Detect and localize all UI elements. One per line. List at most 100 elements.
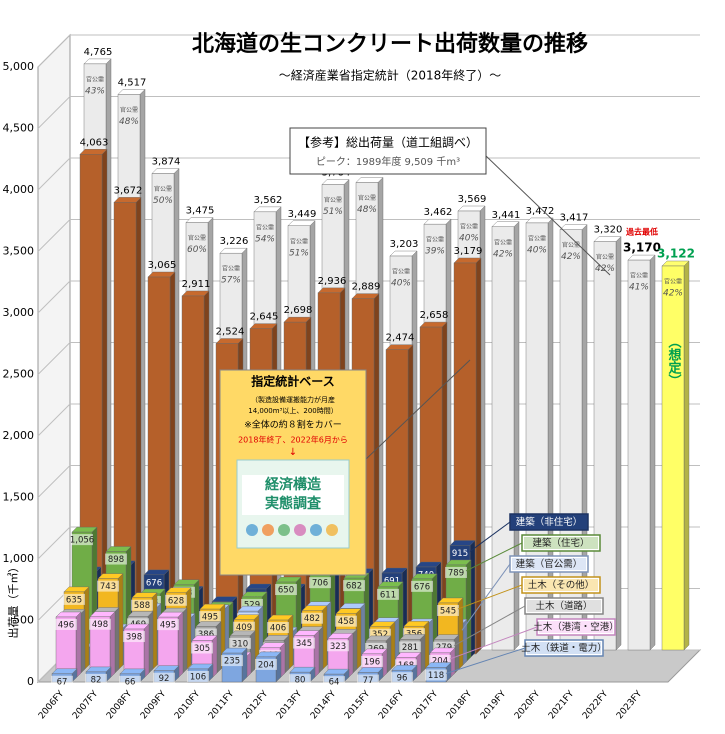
value-label-bg bbox=[361, 655, 383, 667]
bar-top bbox=[355, 177, 384, 183]
value-label-bg bbox=[403, 628, 425, 640]
value-label: 64 bbox=[329, 678, 340, 688]
value-label: 3,417 bbox=[560, 213, 589, 224]
arrow: ↓ bbox=[289, 447, 297, 458]
value-label-bg bbox=[377, 588, 399, 600]
legend-box bbox=[524, 597, 604, 615]
bar-top bbox=[317, 287, 346, 294]
value-label: 196 bbox=[364, 657, 380, 667]
y-tick-label: 1,500 bbox=[3, 491, 35, 504]
share-value: 42% bbox=[493, 249, 513, 259]
value-label-bg bbox=[323, 676, 345, 688]
bar bbox=[491, 221, 520, 651]
value-label: 3,441 bbox=[492, 210, 521, 221]
value-label-bg bbox=[433, 641, 455, 653]
bar-top bbox=[385, 344, 414, 350]
value-label-bg bbox=[411, 580, 433, 592]
share-value: 42% bbox=[663, 288, 683, 298]
value-label: 2,474 bbox=[386, 333, 415, 344]
y-axis-label: 出荷量（千㎥） bbox=[6, 562, 20, 639]
bar bbox=[113, 196, 142, 655]
value-label: 676 bbox=[414, 582, 430, 592]
value-label-bg bbox=[309, 577, 331, 589]
value-label: 3,203 bbox=[390, 239, 419, 250]
value-label-bg bbox=[437, 604, 459, 616]
value-label: 398 bbox=[126, 633, 142, 643]
legend-box bbox=[521, 576, 601, 594]
value-label-bg bbox=[105, 553, 127, 565]
value-label: 323 bbox=[330, 642, 346, 652]
bar-top bbox=[249, 323, 278, 329]
value-label-bg bbox=[157, 619, 179, 631]
value-label: 2,936 bbox=[318, 276, 347, 287]
bar-side bbox=[615, 236, 622, 651]
share-value: 40% bbox=[391, 279, 411, 289]
value-label: 635 bbox=[66, 595, 82, 605]
share-value: 51% bbox=[289, 248, 309, 258]
bar-top bbox=[283, 316, 312, 323]
share-label: 官公需 bbox=[154, 185, 172, 193]
grid-line bbox=[37, 280, 71, 314]
value-label-bg bbox=[241, 598, 263, 610]
value-label: 118 bbox=[428, 671, 444, 681]
forecast-label: （想定） bbox=[666, 335, 683, 387]
value-label: 2,658 bbox=[420, 310, 449, 321]
legend-label: 土木（港湾・空港） bbox=[533, 621, 619, 633]
value-label-bg bbox=[221, 655, 243, 667]
bar-top bbox=[627, 254, 656, 261]
share-label: 官公需 bbox=[290, 237, 308, 245]
value-label: 352 bbox=[372, 630, 388, 640]
share-value: 50% bbox=[153, 196, 173, 206]
legend-box bbox=[521, 534, 601, 552]
legend-swatch bbox=[524, 579, 598, 591]
share-label: 官公需 bbox=[120, 106, 138, 114]
share-value: 54% bbox=[255, 234, 275, 244]
leader-line bbox=[364, 359, 471, 461]
legend-swatch bbox=[512, 516, 586, 528]
value-label: 2,524 bbox=[216, 327, 245, 338]
value-label: 4,517 bbox=[118, 77, 147, 88]
value-label: 67 bbox=[57, 677, 68, 687]
value-label-bg bbox=[127, 618, 149, 630]
survey-figures bbox=[246, 524, 338, 536]
value-label: 458 bbox=[338, 617, 354, 627]
value-label: 3,874 bbox=[152, 156, 181, 167]
value-label: 1,056 bbox=[70, 536, 94, 546]
bar-top bbox=[559, 224, 588, 230]
note: ※全体の約８割をカバー bbox=[244, 419, 342, 431]
value-label: 3,449 bbox=[288, 209, 317, 220]
value-label-bg bbox=[71, 534, 93, 546]
legend-swatch bbox=[512, 558, 586, 570]
bar-front bbox=[491, 226, 515, 651]
chart-subtitle: ～経済産業省指定統計（2018年終了）～ bbox=[279, 68, 502, 83]
share-label: 官公需 bbox=[426, 236, 444, 244]
bar bbox=[89, 611, 116, 679]
bar-top bbox=[83, 58, 112, 65]
legend-swatch bbox=[524, 537, 598, 549]
value-label-bg bbox=[229, 637, 251, 649]
legend-swatch bbox=[527, 642, 601, 654]
value-label-bg bbox=[123, 631, 145, 643]
note: 2018年終了、2022年6月から bbox=[238, 435, 348, 445]
bar-top bbox=[321, 179, 350, 185]
value-label-bg bbox=[327, 640, 349, 652]
bar-top bbox=[457, 205, 486, 212]
y-tick-label: 2,500 bbox=[3, 368, 35, 381]
value-label: 92 bbox=[159, 674, 170, 684]
legend-box bbox=[524, 639, 604, 657]
value-label: 611 bbox=[380, 590, 396, 600]
y-tick-label: 5,000 bbox=[3, 60, 35, 73]
bar-top bbox=[185, 217, 214, 223]
value-label: 588 bbox=[134, 601, 150, 611]
share-value: 48% bbox=[119, 117, 139, 127]
value-label: 3,065 bbox=[148, 260, 177, 271]
value-label-bg bbox=[191, 642, 213, 654]
share-label: 官公需 bbox=[86, 75, 104, 83]
legend-leader bbox=[457, 584, 523, 610]
value-label: 691 bbox=[384, 577, 400, 587]
legend-swatch bbox=[539, 621, 613, 633]
value-label-bg bbox=[445, 566, 467, 578]
value-label: 3,179 bbox=[454, 246, 483, 257]
leader-line bbox=[484, 154, 611, 276]
value-label: 2,889 bbox=[352, 282, 381, 293]
